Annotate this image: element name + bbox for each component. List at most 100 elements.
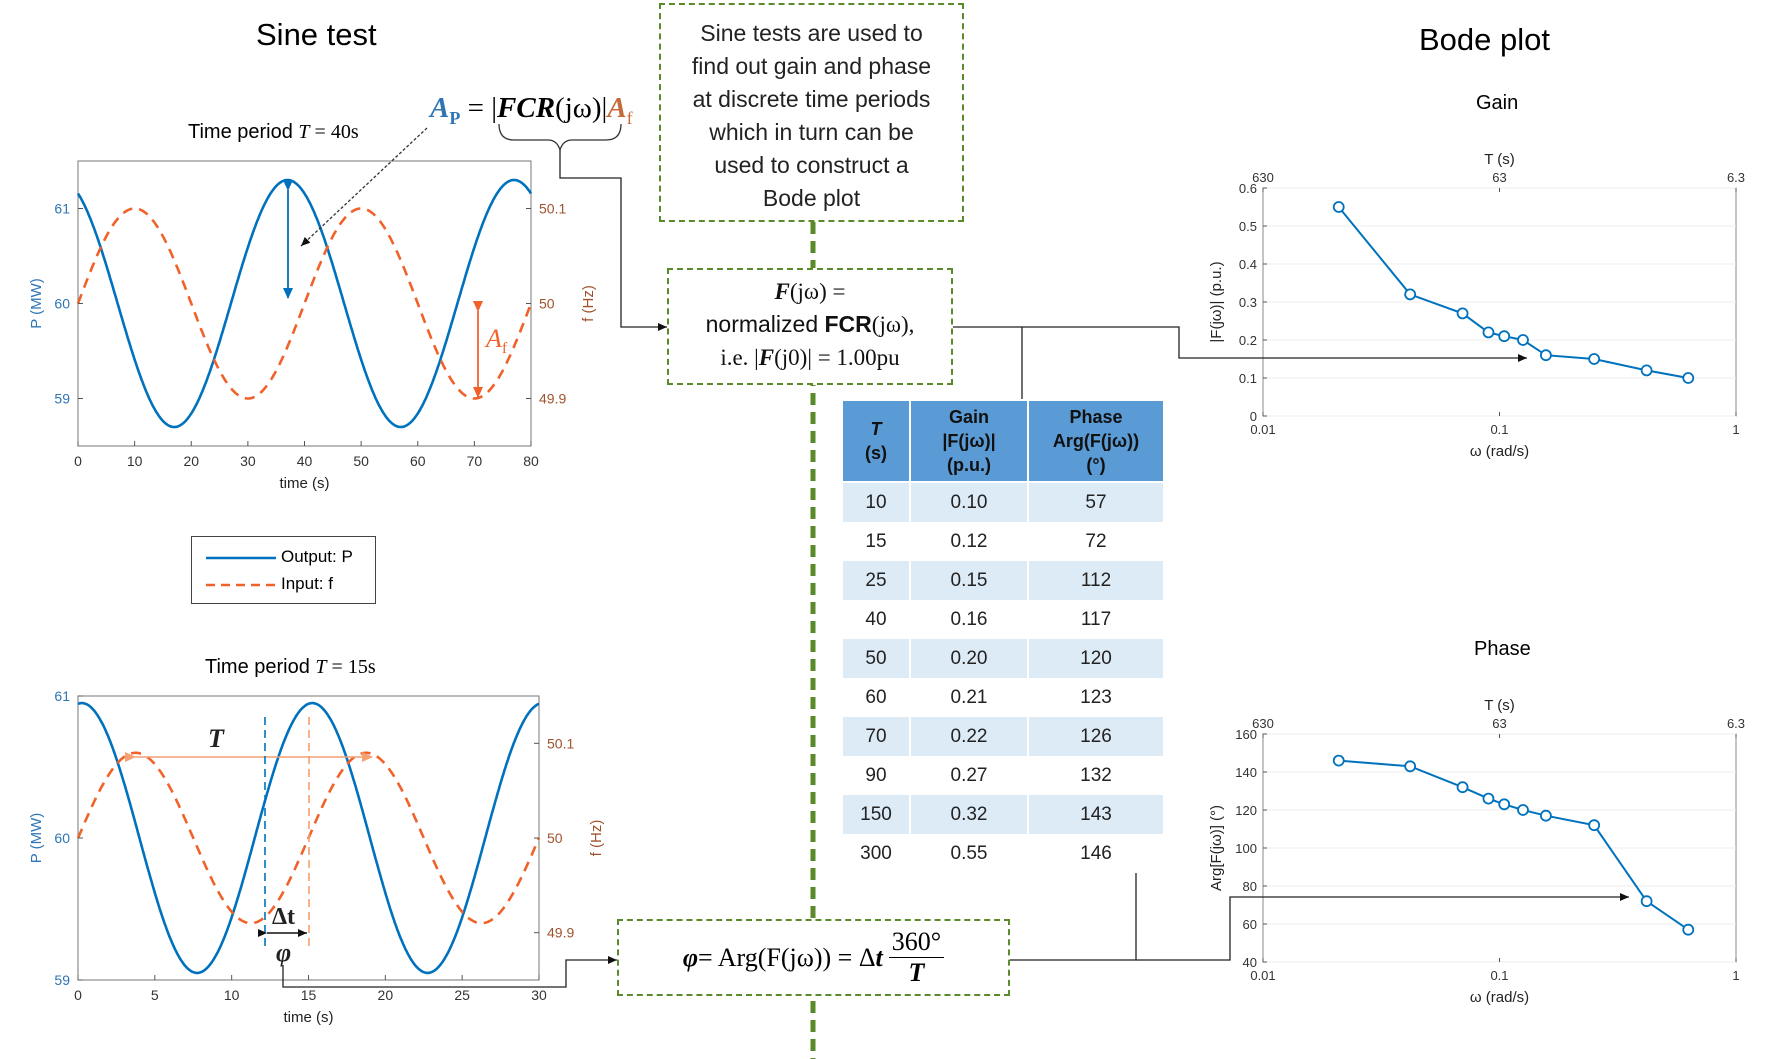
x-tick-label: 30 xyxy=(240,453,256,469)
output-p-curve xyxy=(76,178,533,429)
formula-ap: A xyxy=(430,92,450,124)
th-T-unit: (s) xyxy=(865,443,887,463)
af-annotation-sub: f xyxy=(501,340,508,358)
y-right-tick-label: 50 xyxy=(539,296,555,312)
y-tick-label: 80 xyxy=(1243,879,1257,894)
y-axis-label: P (MW) xyxy=(28,813,45,864)
y-tick-label: 60 xyxy=(1243,917,1257,932)
formula-fcr: FCR xyxy=(497,92,556,124)
cell-T: 25 xyxy=(841,561,911,600)
y-tick-label: 40 xyxy=(1243,955,1257,970)
x-tick-label: 1 xyxy=(1732,968,1739,983)
bode-data-point xyxy=(1517,334,1529,346)
cell-gain: 0.22 xyxy=(909,717,1029,756)
cell-T: 15 xyxy=(841,522,911,561)
y-tick-label: 59 xyxy=(54,972,70,988)
x-axis-label: time (s) xyxy=(284,1009,334,1026)
x-tick-label: 0 xyxy=(74,987,82,1003)
x-tick-label: 0 xyxy=(74,453,82,469)
x-axis-label: ω (rad/s) xyxy=(1470,443,1529,460)
y-tick-label: 59 xyxy=(54,391,70,407)
formula-pointer-arrow xyxy=(300,127,428,247)
output-p-curve xyxy=(77,701,540,975)
cell-T: 50 xyxy=(841,639,911,678)
th-gain-expr: |F(jω)| xyxy=(942,431,996,451)
bode-data-point xyxy=(1588,353,1601,365)
y-tick-label: 60 xyxy=(54,296,70,312)
formula-af-sub: f xyxy=(626,107,633,128)
fn-line1-rest: (jω) = xyxy=(789,279,846,304)
fn-line-3: i.e. |F(j0)| = 1.00pu xyxy=(669,341,951,374)
phi-eq: = Arg(F(jω)) = Δ xyxy=(698,942,876,972)
bode-data-point xyxy=(1640,895,1653,908)
y-tick-label: 0.6 xyxy=(1239,181,1257,196)
fn-line-2: normalized FCR(jω), xyxy=(669,308,951,341)
cell-gain: 0.12 xyxy=(909,522,1029,561)
x-axis-label: ω (rad/s) xyxy=(1470,989,1529,1006)
x2-tick-label: 6.3 xyxy=(1727,170,1745,185)
cell-phase: 123 xyxy=(1027,678,1165,717)
sine-40s-title-prefix: Time period xyxy=(188,121,299,143)
fn-line3-a: i.e. | xyxy=(720,345,759,370)
cell-gain: 0.10 xyxy=(909,482,1029,522)
cell-gain: 0.27 xyxy=(909,756,1029,795)
legend-output-label: Output: P xyxy=(281,547,353,566)
cell-phase: 112 xyxy=(1027,561,1165,600)
bode-data-point xyxy=(1498,798,1511,811)
x-tick-label: 0.1 xyxy=(1490,968,1508,983)
col-header-T: T (s) xyxy=(841,399,911,483)
table-row: 10 0.10 57 xyxy=(841,482,1165,522)
cell-phase: 146 xyxy=(1027,834,1165,873)
x2-tick-label: 63 xyxy=(1492,170,1506,185)
y-tick-label: 140 xyxy=(1235,765,1257,780)
phi-denominator: T xyxy=(908,958,925,987)
bode-data-point xyxy=(1640,364,1653,377)
bode-data-point xyxy=(1498,330,1511,343)
x-tick-label: 0.01 xyxy=(1250,968,1275,983)
cell-T: 70 xyxy=(841,717,911,756)
table-row: 25 0.15 112 xyxy=(841,561,1165,600)
y-right-axis-label: f (Hz) xyxy=(580,285,597,322)
sine-15s-title: Time period T = 15s xyxy=(205,656,376,679)
cell-gain: 0.20 xyxy=(909,639,1029,678)
th-phase-unit: (°) xyxy=(1086,455,1106,475)
y-tick-label: 60 xyxy=(54,830,70,846)
connector-phi-to-phase xyxy=(1136,893,1629,961)
cell-T: 90 xyxy=(841,756,911,795)
x2-tick-label: 630 xyxy=(1252,170,1274,185)
y-tick-label: 0 xyxy=(1250,409,1257,424)
table-row: 300 0.55 146 xyxy=(841,834,1165,873)
formula-jw: (jω) xyxy=(555,92,602,124)
y-tick-label: 0.2 xyxy=(1239,333,1257,348)
th-T: T xyxy=(870,419,882,439)
info-line: Bode plot xyxy=(762,185,861,211)
y-right-tick-label: 50 xyxy=(547,830,563,846)
y-axis-label: Arg[F(jω)] (°) xyxy=(1208,805,1225,891)
info-line: Sine tests are used to xyxy=(700,20,923,46)
x-tick-label: 20 xyxy=(183,453,199,469)
x-tick-label: 60 xyxy=(410,453,426,469)
x-tick-label: 40 xyxy=(297,453,313,469)
cell-phase: 72 xyxy=(1027,522,1165,561)
bode-data-point xyxy=(1404,760,1417,773)
x2-tick-label: 630 xyxy=(1252,716,1274,731)
input-f-curve xyxy=(76,207,533,400)
cell-T: 60 xyxy=(841,678,911,717)
sine-test-15s-chart: 0 5 10 15 20 25 30 59 60 61 49.9 50 50.1 time (s) P (M… xyxy=(28,688,605,1026)
bode-series-line xyxy=(1338,759,1689,931)
y-tick-label: 61 xyxy=(54,688,70,704)
delta-t-label: Δt xyxy=(272,904,296,930)
info-line: at discrete time periods xyxy=(692,86,931,112)
sine-test-40s-chart: 0 10 20 30 40 50 60 70 80 59 60 61 49.9 50 50.1 time (s… xyxy=(28,160,597,492)
bode-phase-chart: 40 60 80 100 120 140 160 0.01 0.1 1 630 63 6.3 ω (rad… xyxy=(1208,697,1745,1006)
table-row: 60 0.21 123 xyxy=(841,678,1165,717)
cell-phase: 132 xyxy=(1027,756,1165,795)
legend: Output: P Input: f xyxy=(191,536,376,604)
formula-bar: | xyxy=(601,92,608,124)
legend-input-label: Input: f xyxy=(281,574,333,593)
phi-fraction: 360° T xyxy=(888,927,945,988)
gain-phase-table: T (s) Gain |F(jω)| (p.u.) Phase Arg(F(jω)) (°… xyxy=(841,399,1165,873)
x-tick-label: 1 xyxy=(1732,422,1739,437)
cell-gain: 0.32 xyxy=(909,795,1029,834)
cell-phase: 143 xyxy=(1027,795,1165,834)
